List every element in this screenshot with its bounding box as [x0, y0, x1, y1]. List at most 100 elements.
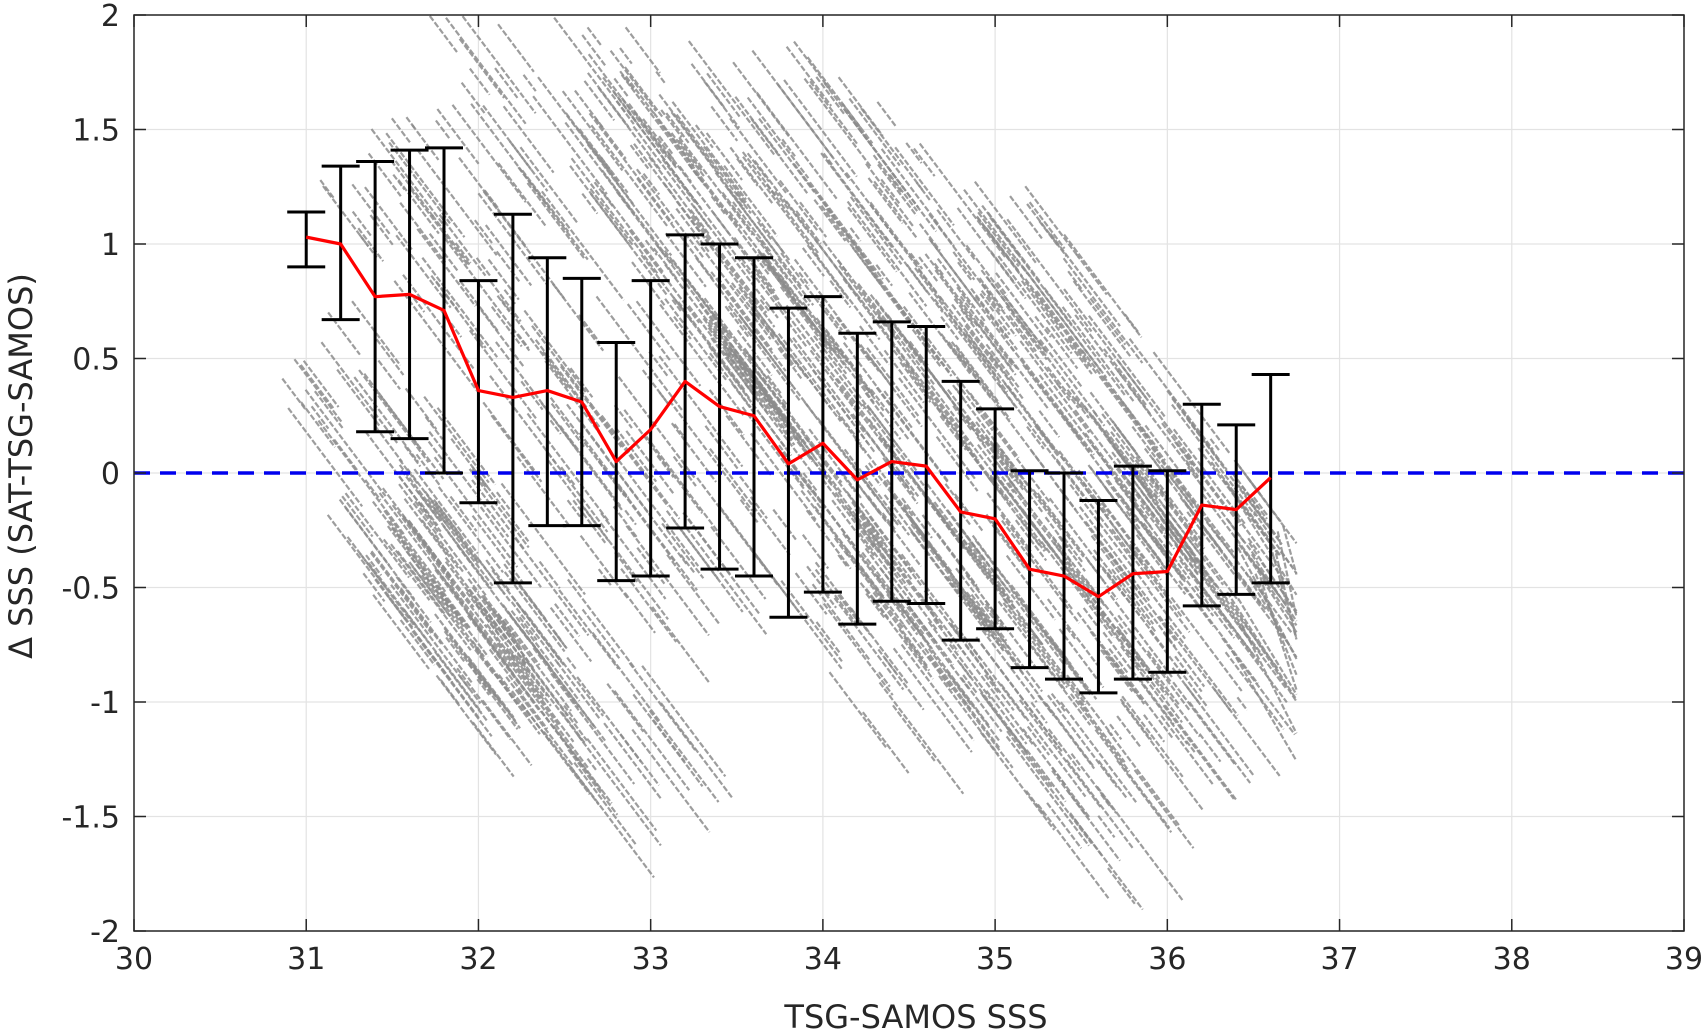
scatter-streak [794, 572, 828, 615]
scatter-streak [1092, 549, 1157, 634]
scatter-streak [468, 67, 491, 96]
scatter-streak [606, 683, 645, 733]
scatter-streak [624, 509, 637, 526]
scatter-streak [488, 648, 525, 696]
scatter-streak [742, 156, 819, 258]
scatter-streak [956, 286, 974, 309]
scatter-streak [1015, 257, 1102, 372]
scatter-streak [876, 101, 898, 129]
scatter-streak [670, 111, 746, 210]
scatter-streak [970, 593, 1008, 642]
scatter-streak [1044, 516, 1070, 549]
scatter-streak [431, 214, 472, 267]
scatter-streak [986, 294, 1001, 312]
scatter-streak [665, 112, 690, 144]
scatter-streak [287, 407, 364, 508]
scatter-streak [624, 26, 661, 74]
scatter-streak [883, 656, 925, 711]
scatter-streak [460, 81, 487, 116]
scatter-streak [988, 351, 1012, 382]
scatter-streak [625, 75, 657, 116]
scatter-streak [759, 239, 811, 307]
scatter-streak [855, 293, 896, 346]
scatter-streak [877, 314, 963, 427]
scatter-streak [1056, 382, 1071, 402]
scatter-streak [690, 233, 772, 340]
scatter-streak [903, 636, 931, 672]
scatter-streak [703, 297, 759, 370]
scatter-streak [803, 77, 872, 167]
scatter-streak [794, 359, 842, 422]
scatter-streak [413, 468, 479, 555]
scatter-streak [785, 46, 833, 107]
scatter-streak [510, 601, 560, 666]
scatter-streak [581, 608, 621, 659]
scatter-streak [729, 146, 774, 204]
scatter-streak [908, 291, 971, 375]
scatter-streak [705, 132, 743, 181]
x-tick-labels: 30 31 32 33 34 35 36 37 38 39 [115, 942, 1703, 977]
scatter-streak [981, 629, 1038, 703]
scatter-streak [951, 578, 1024, 675]
scatter-streak [461, 15, 537, 114]
scatter-streak [364, 479, 382, 501]
scatter-streak [976, 435, 1019, 491]
scatter-streak [458, 156, 528, 249]
x-tick-label: 31 [287, 942, 325, 977]
scatter-streak [959, 295, 1015, 368]
scatter-streak [1237, 597, 1298, 696]
scatter-streak [1006, 218, 1093, 333]
scatter-streak [1019, 340, 1091, 434]
scatter-streak [560, 466, 577, 487]
scatter-streak [1039, 339, 1099, 418]
scatter-streak [532, 95, 608, 195]
scatter-streak [594, 117, 627, 160]
scatter-streak [1242, 549, 1267, 580]
scatter-streak [1082, 607, 1100, 629]
scatter-streak [1074, 396, 1085, 411]
scatter-streak [544, 360, 600, 434]
scatter-streak [750, 118, 809, 194]
scatter-streak [962, 674, 979, 695]
scatter-streak [1144, 424, 1184, 476]
scatter-streak [1184, 501, 1268, 611]
scatter-streak [928, 237, 1015, 352]
scatter-streak [785, 304, 866, 410]
scatter-streak [1116, 370, 1152, 416]
scatter-streak [976, 217, 1062, 329]
scatter-streak [1116, 625, 1201, 738]
scatter-streak [665, 510, 719, 580]
scatter-streak [961, 697, 1001, 749]
scatter-streak [709, 448, 791, 556]
scatter-streak [1109, 723, 1123, 741]
scatter-streak [944, 483, 967, 512]
scatter-streak [731, 382, 755, 413]
scatter-streak [732, 201, 773, 254]
scatter-streak [1046, 598, 1099, 666]
scatter-streak [362, 572, 386, 603]
scatter-streak [777, 333, 862, 444]
scatter-streak [877, 163, 918, 217]
scatter-streak [377, 359, 401, 390]
scatter-streak [635, 300, 702, 387]
scatter-streak [390, 160, 435, 218]
scatter-streak [1128, 543, 1170, 597]
scatter-streak [481, 699, 533, 767]
scatter-streak [398, 458, 420, 486]
scatter-streak [1063, 288, 1142, 392]
scatter-streak [985, 343, 1020, 388]
scatter-streak [1000, 683, 1087, 798]
scatter-streak [397, 179, 440, 235]
scatter-streak [984, 599, 1004, 624]
scatter-streak [725, 414, 772, 476]
scatter-streak [510, 610, 581, 702]
scatter-streak [1005, 305, 1048, 361]
scatter-streak [932, 618, 960, 653]
scatter-streak [644, 239, 658, 256]
scatter-streak [849, 227, 862, 242]
scatter-streak [875, 264, 893, 287]
scatter-streak [1049, 638, 1098, 700]
scatter-streak [977, 443, 1015, 494]
scatter-streak [678, 136, 754, 236]
scatter-streak [589, 188, 635, 247]
